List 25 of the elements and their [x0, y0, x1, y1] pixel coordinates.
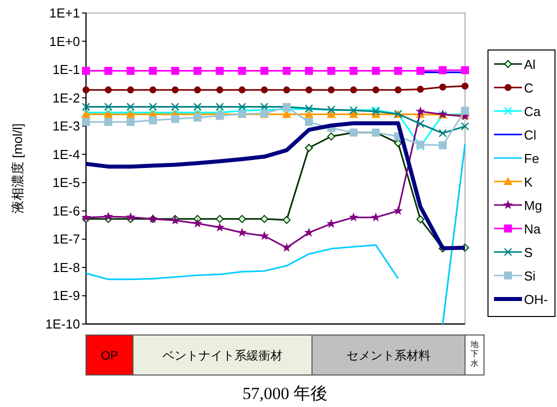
y-tick-label: 1E-8 [52, 260, 80, 275]
legend-label: OH- [524, 292, 548, 307]
y-tick-label: 1E-1 [52, 62, 80, 78]
y-tick-label: 1E-6 [52, 203, 80, 218]
y-tick-label: 1E-5 [52, 175, 80, 190]
legend-label: S [524, 245, 533, 260]
y-tick-label: 1E-10 [45, 316, 80, 332]
y-tick-label: 1E+1 [49, 6, 80, 20]
legend-label: Na [524, 222, 542, 236]
y-axis-title: 液相濃度 [mol/l] [10, 123, 25, 214]
y-tick-label: 1E-3 [52, 118, 80, 134]
legend-label: Si [524, 268, 536, 284]
y-tick-label: 1E-9 [52, 288, 80, 304]
y-tick-label: 1E-4 [52, 146, 80, 162]
legend-label: Mg [524, 198, 542, 213]
legend-label: Cl [524, 128, 536, 142]
text: 57,000 年後 [242, 384, 328, 403]
legend-label: K [524, 174, 533, 190]
legend-label: C [524, 80, 534, 96]
legend-label: Ca [524, 104, 542, 119]
legend-label: Al [524, 57, 536, 72]
y-tick-label: 1E-7 [52, 232, 80, 247]
legend-label: Fe [524, 151, 540, 166]
y-tick-label: 1E-2 [52, 90, 80, 106]
y-tick-label: 1E+0 [49, 34, 80, 49]
